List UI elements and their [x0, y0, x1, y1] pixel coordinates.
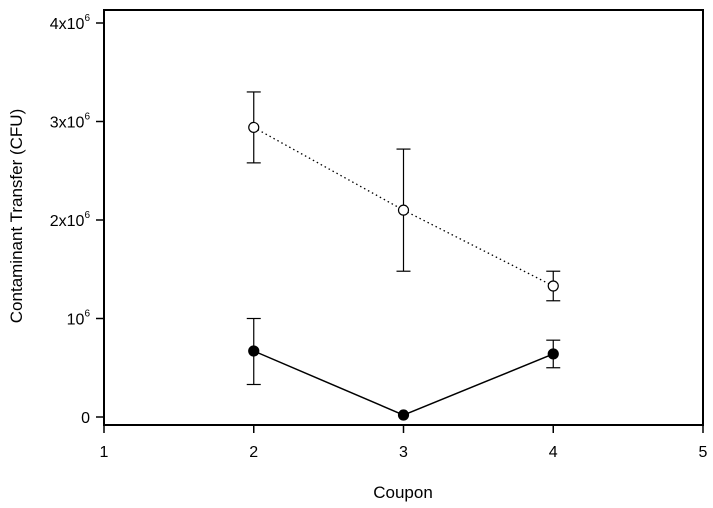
- data-point: [547, 280, 559, 292]
- x-tick-label: 3: [399, 444, 408, 461]
- y-tick-label: 4x106: [50, 13, 91, 33]
- y-tick-exponent: 6: [84, 309, 90, 320]
- x-tick-label: 1: [100, 444, 109, 461]
- y-tick-exponent: 6: [84, 210, 90, 221]
- y-tick-base: 10: [67, 312, 85, 329]
- y-tick-base: 4x10: [50, 16, 85, 33]
- series-2: [246, 317, 561, 421]
- y-tick-base: 3x10: [50, 115, 85, 132]
- data-point: [397, 409, 410, 421]
- y-axis-label: Contaminant Transfer (CFU): [7, 109, 26, 323]
- x-tick-label: 4: [549, 444, 558, 461]
- y-tick-label: 3x106: [50, 112, 91, 132]
- y-tick-label: 0: [81, 410, 90, 427]
- series-layer: [246, 91, 561, 421]
- data-point: [248, 121, 260, 134]
- x-axis-label: Coupon: [373, 483, 433, 502]
- series-line: [253, 350, 554, 416]
- data-point: [397, 204, 410, 216]
- data-point: [547, 348, 559, 360]
- x-tick-label: 2: [249, 444, 258, 461]
- y-tick-label: 2x106: [50, 210, 91, 230]
- y-tick-exponent: 6: [84, 112, 90, 123]
- x-tick-label: 5: [699, 444, 708, 461]
- series-1: [246, 91, 561, 302]
- y-tick-label: 106: [67, 309, 91, 329]
- data-point: [248, 345, 260, 357]
- y-tick-base: 0: [81, 410, 90, 427]
- x-axis-ticks: 1 2 3 4 5: [100, 425, 708, 461]
- y-tick-base: 2x10: [50, 213, 85, 230]
- y-tick-exponent: 6: [84, 13, 90, 24]
